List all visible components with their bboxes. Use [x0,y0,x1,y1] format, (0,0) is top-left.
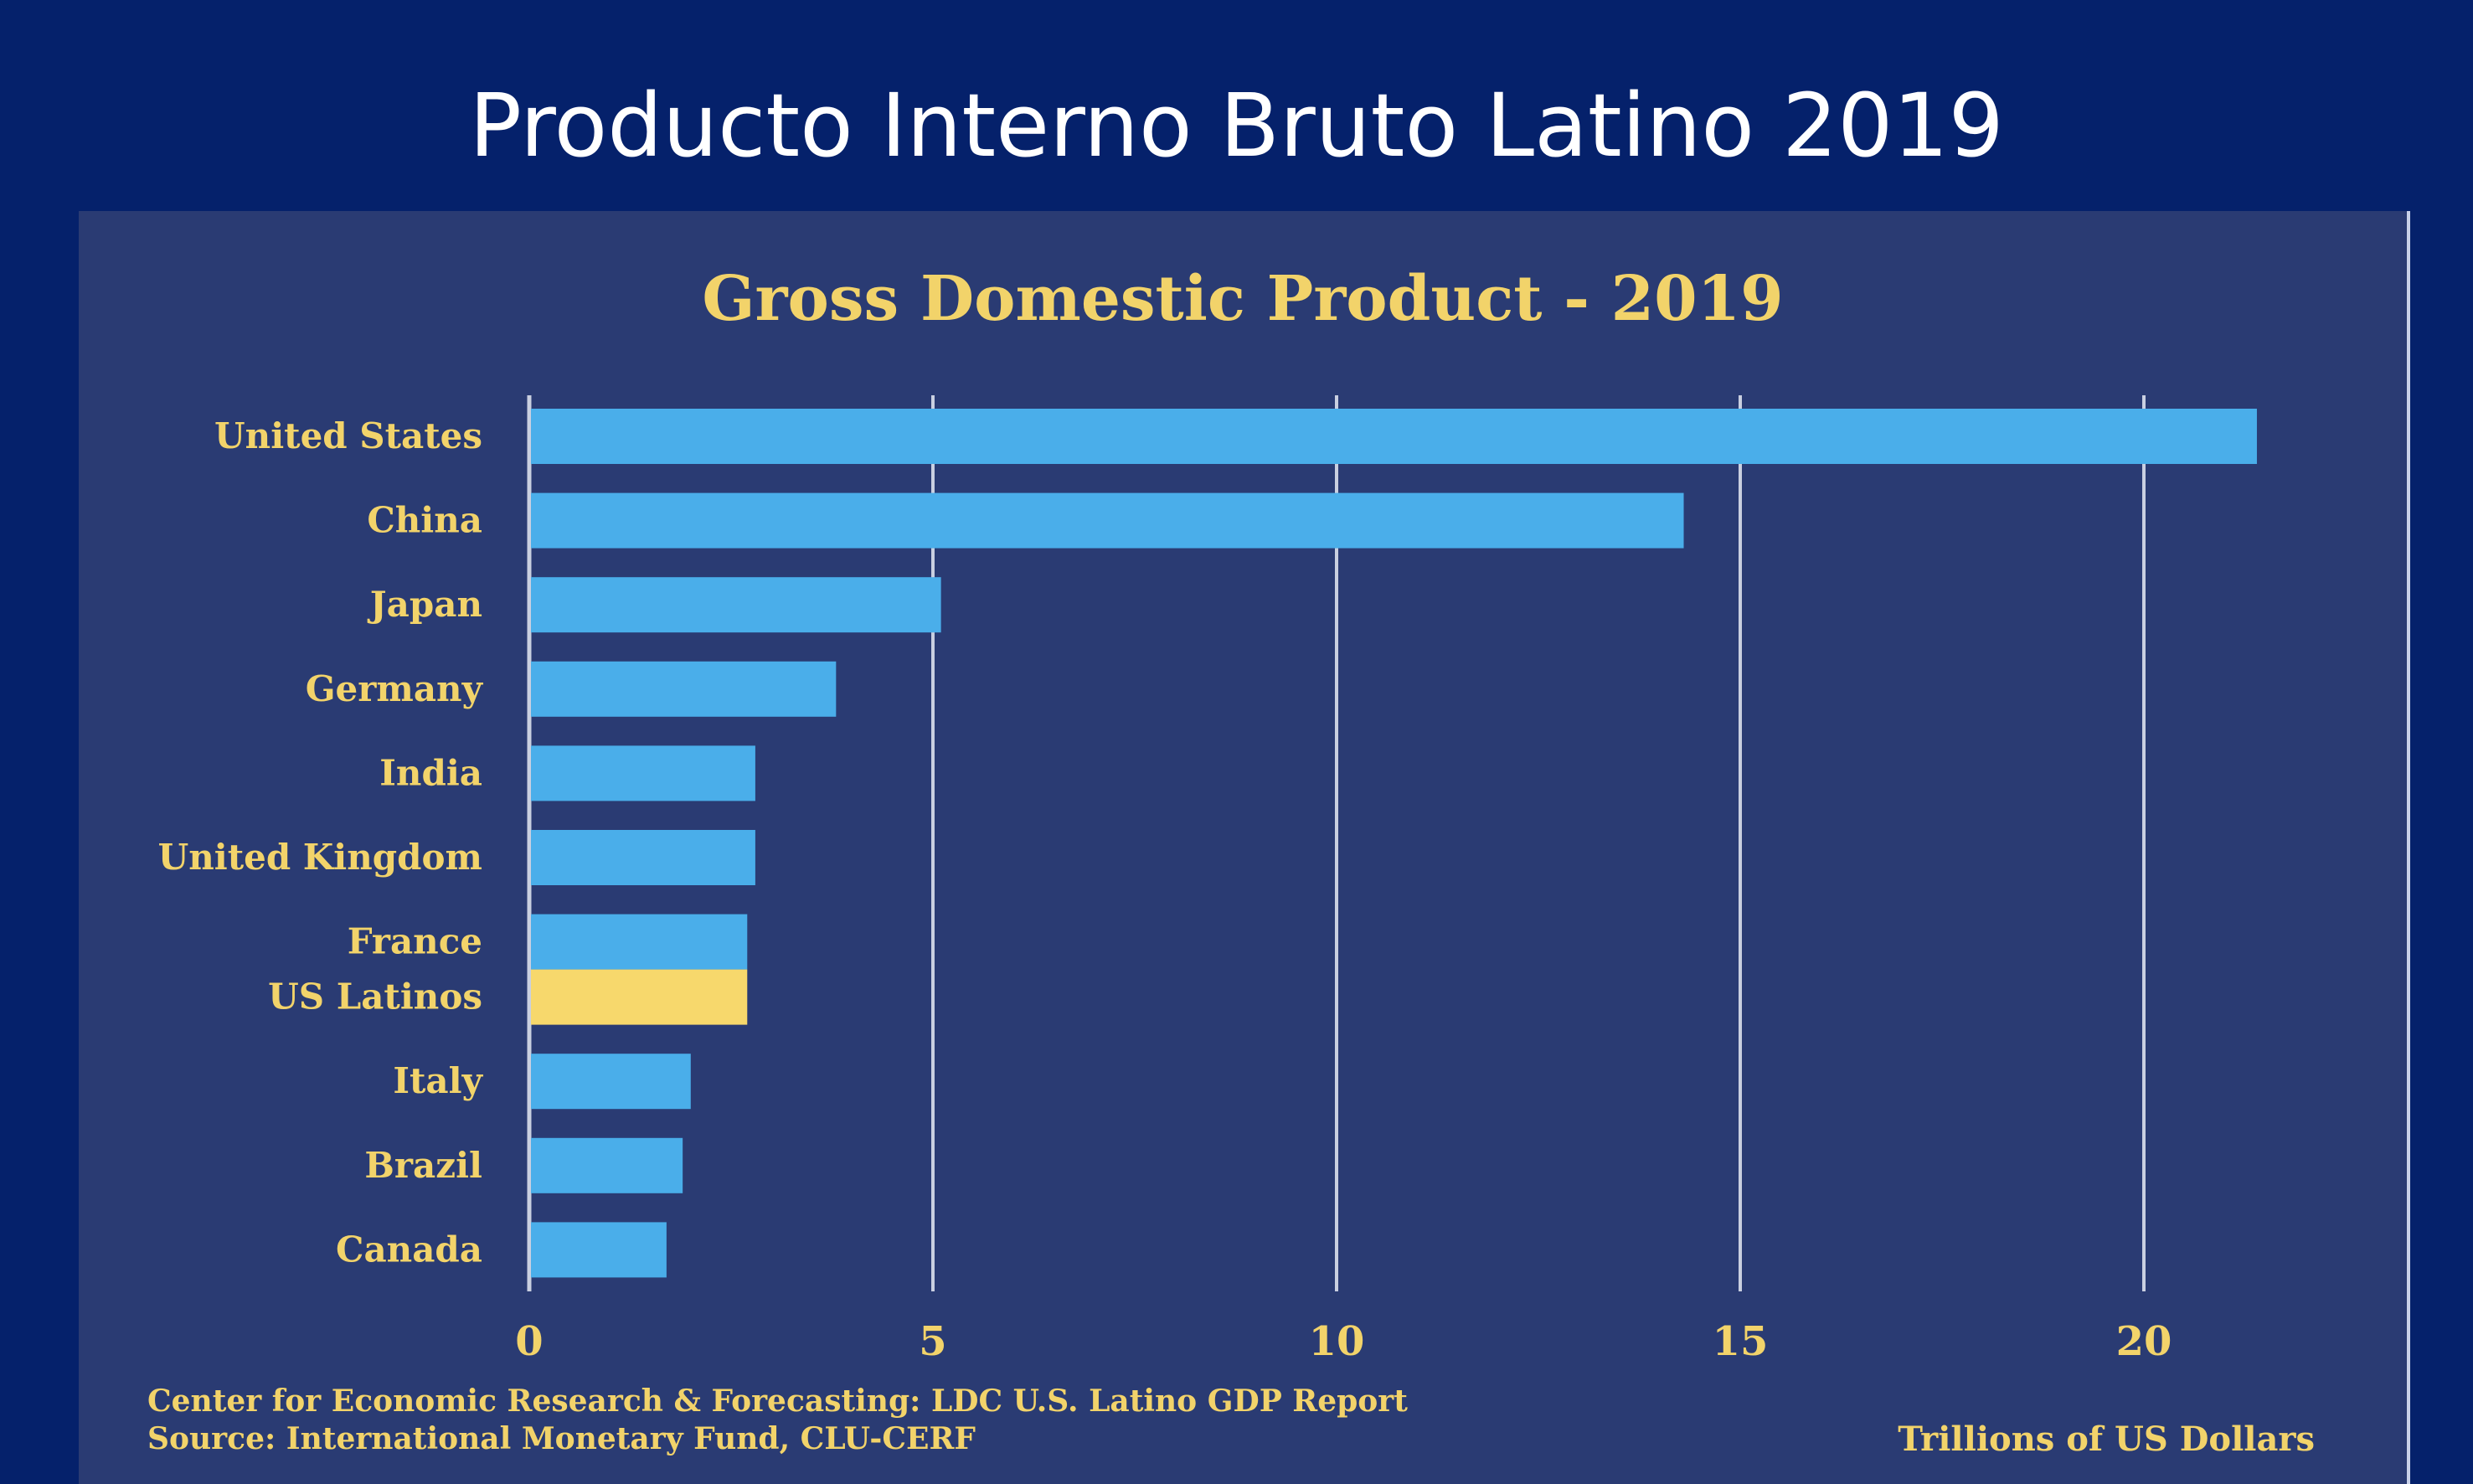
bar-us-latinos [531,969,748,1025]
bar-brazil [531,1137,683,1193]
bar-united-states [531,409,2257,464]
bars [531,409,2257,1278]
x-axis-ticks: 0 5 10 15 20 [515,1318,2172,1365]
category-label-us-latinos: US Latinos [268,976,482,1018]
bar-india [531,745,755,801]
category-label-germany: Germany [306,668,484,709]
category-label-brazil: Brazil [364,1145,482,1186]
chart-title: Gross Domestic Product - 2019 [702,263,1783,335]
chart-panel: Gross Domestic Product - 2019 United Sta… [79,211,2410,1484]
bar-germany [531,661,837,717]
x-axis-label: Trillions of US Dollars [1898,1420,2315,1459]
x-tick-label-10: 10 [1309,1318,1365,1365]
category-labels: United States China Japan Germany India Unite… [158,415,484,1270]
category-label-italy: Italy [393,1060,483,1101]
category-label-canada: Canada [336,1229,482,1270]
category-label-india: India [379,752,482,793]
bar-italy [531,1054,691,1110]
category-label-united-states: United States [214,415,482,456]
bar-japan [531,577,941,633]
slide-title: Producto Interno Bruto Latino 2019 [469,75,2004,177]
x-tick-label-0: 0 [515,1318,543,1365]
category-label-china: China [367,500,482,541]
x-tick-label-20: 20 [2116,1318,2172,1365]
category-label-japan: Japan [367,584,482,625]
footer-credit: Center for Economic Research & Forecasti… [147,1384,1408,1419]
bar-france [531,914,748,970]
bar-united-kingdom [531,830,755,885]
bar-china [531,492,1684,549]
x-tick-label-15: 15 [1713,1318,1769,1365]
category-label-united-kingdom: United Kingdom [158,837,482,878]
bar-canada [531,1222,667,1278]
gdp-bar-chart: Gross Domestic Product - 2019 United Sta… [147,263,2315,1459]
footer-source: Source: International Monetary Fund, CLU… [147,1421,976,1456]
category-label-france: France [348,921,482,962]
x-tick-label-5: 5 [919,1318,946,1365]
